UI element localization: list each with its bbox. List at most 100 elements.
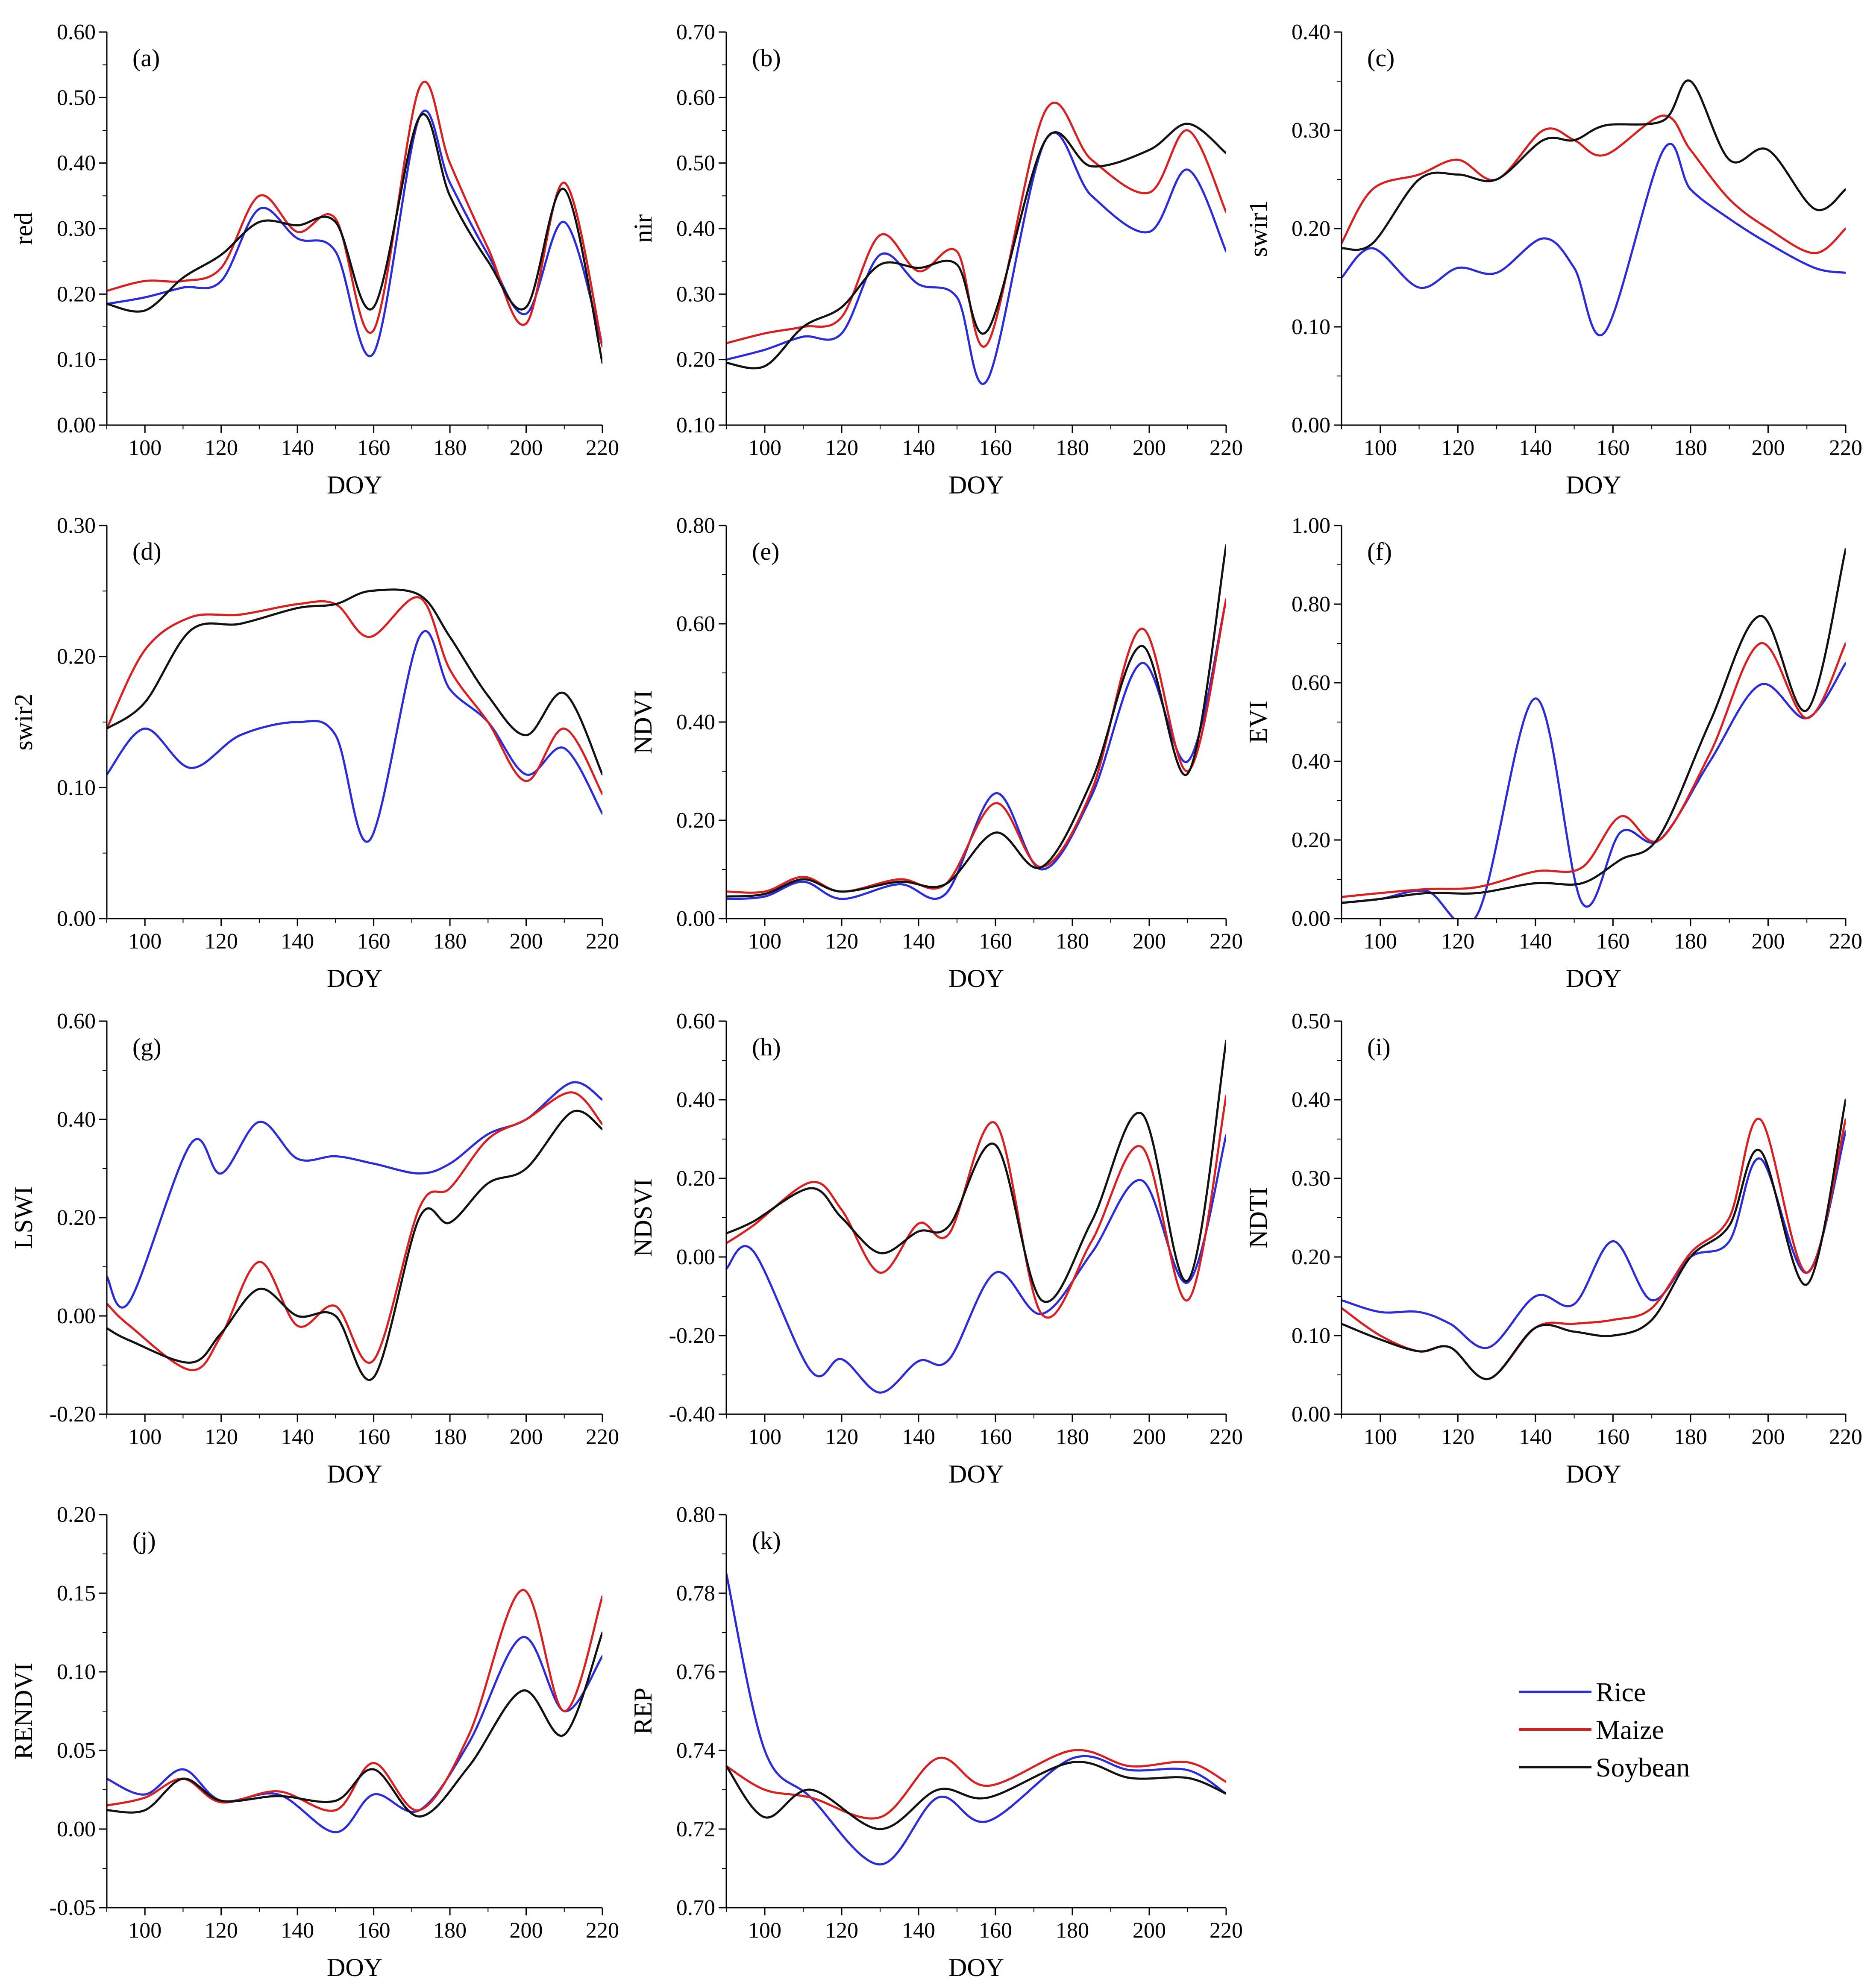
y-tick-label: 0.20 bbox=[676, 808, 715, 833]
panel-swir1: 0.00 0.10 0.20 0.30 0.40 100 120 140 160 180 200 22… bbox=[1244, 20, 1862, 499]
y-tick-label: 0.20 bbox=[1292, 1245, 1330, 1269]
panel-label: (b) bbox=[752, 44, 781, 72]
y-tick-label: 0.72 bbox=[676, 1817, 715, 1841]
x-tick-label: 100 bbox=[1364, 929, 1397, 954]
x-tick-label: 160 bbox=[979, 436, 1012, 460]
x-axis-title: DOY bbox=[948, 1953, 1004, 1982]
panel-rep: 0.70 0.72 0.74 0.76 0.78 0.80 100 120 140 160 180 2… bbox=[629, 1503, 1243, 1982]
legend-label: Soybean bbox=[1596, 1752, 1690, 1782]
x-tick-label: 140 bbox=[902, 929, 935, 954]
y-tick-label: -0.20 bbox=[50, 1402, 96, 1427]
y-tick-label: 0.40 bbox=[1292, 1088, 1330, 1112]
y-tick-label: 0.20 bbox=[57, 1503, 96, 1527]
x-tick-label: 140 bbox=[1519, 1425, 1552, 1449]
y-tick-label: 0.40 bbox=[57, 1107, 96, 1132]
y-tick-label: 0.15 bbox=[57, 1581, 96, 1606]
y-tick-label: 0.20 bbox=[676, 348, 715, 372]
series-line-maize bbox=[726, 1095, 1226, 1319]
y-axis-title: NDTI bbox=[1244, 1187, 1272, 1248]
x-tick-label: 140 bbox=[902, 1425, 935, 1449]
legend-item-rice: Rice bbox=[1519, 1677, 1646, 1707]
x-tick-label: 180 bbox=[433, 1918, 467, 1943]
series-line-rice bbox=[1342, 1130, 1846, 1349]
y-tick-label: 0.10 bbox=[1292, 1324, 1330, 1348]
x-axis-title: DOY bbox=[327, 1953, 382, 1982]
x-axis-title: DOY bbox=[948, 1460, 1004, 1488]
x-axis-title: DOY bbox=[1566, 964, 1621, 993]
x-tick-label: 220 bbox=[586, 929, 619, 954]
y-tick-label: 0.00 bbox=[676, 1245, 715, 1269]
panel-label: (f) bbox=[1367, 537, 1392, 565]
x-tick-label: 180 bbox=[433, 1425, 467, 1449]
x-tick-label: 180 bbox=[1056, 929, 1089, 954]
series-line-rice bbox=[107, 109, 602, 358]
series-line-soybean bbox=[726, 123, 1226, 370]
x-tick-label: 100 bbox=[1364, 1425, 1397, 1449]
panel-label: (c) bbox=[1367, 44, 1395, 72]
x-tick-label: 100 bbox=[748, 436, 781, 460]
x-tick-label: 160 bbox=[357, 1425, 390, 1449]
series-line-maize bbox=[107, 80, 602, 348]
x-tick-label: 100 bbox=[748, 929, 781, 954]
y-tick-label: 0.00 bbox=[57, 1304, 96, 1328]
series-line-soybean bbox=[1342, 548, 1846, 904]
x-tick-label: 140 bbox=[902, 1918, 935, 1943]
panel-label: (j) bbox=[132, 1527, 156, 1554]
panel-evi: 0.00 0.20 0.40 0.60 0.80 1.00 100 120 140 160 180 2… bbox=[1244, 514, 1862, 993]
y-tick-label: 0.10 bbox=[1292, 315, 1330, 339]
y-tick-label: 0.50 bbox=[1292, 1009, 1330, 1034]
panel-label: (i) bbox=[1367, 1033, 1391, 1061]
y-tick-label: 0.20 bbox=[57, 645, 96, 669]
y-tick-label: 0.78 bbox=[676, 1581, 715, 1606]
x-tick-label: 120 bbox=[825, 436, 858, 460]
x-tick-label: 200 bbox=[1133, 1918, 1166, 1943]
x-tick-label: 200 bbox=[510, 1918, 543, 1943]
y-tick-label: 0.40 bbox=[676, 1088, 715, 1112]
y-tick-label: 0.74 bbox=[676, 1738, 715, 1763]
y-tick-label: 0.80 bbox=[676, 514, 715, 538]
y-tick-label: 0.20 bbox=[57, 282, 96, 306]
series-line-soybean bbox=[726, 1761, 1226, 1830]
panel-red: 0.00 0.10 0.20 0.30 0.40 0.50 0.60 100 120 140 160… bbox=[9, 20, 619, 499]
panel-ndti: 0.00 0.10 0.20 0.30 0.40 0.50 100 120 140 160 180 2… bbox=[1244, 1009, 1862, 1488]
x-tick-label: 160 bbox=[357, 1918, 390, 1943]
y-tick-label: 0.76 bbox=[676, 1660, 715, 1684]
y-tick-label: 0.00 bbox=[57, 413, 96, 438]
y-tick-label: 0.00 bbox=[676, 907, 715, 931]
y-tick-label: 0.80 bbox=[1292, 592, 1330, 617]
x-tick-label: 200 bbox=[1133, 436, 1166, 460]
y-tick-label: -0.20 bbox=[669, 1324, 715, 1348]
y-axis-title: EVI bbox=[1244, 701, 1272, 743]
y-tick-label: 0.50 bbox=[676, 151, 715, 176]
x-tick-label: 200 bbox=[1133, 1425, 1166, 1449]
x-tick-label: 120 bbox=[205, 1918, 238, 1943]
series-line-soybean bbox=[1342, 79, 1846, 251]
y-tick-label: 0.10 bbox=[57, 348, 96, 372]
x-tick-label: 120 bbox=[825, 929, 858, 954]
x-axis-title: DOY bbox=[948, 964, 1004, 993]
y-tick-label: 0.00 bbox=[57, 907, 96, 931]
panel-lswi: -0.20 0.00 0.20 0.40 0.60 100 120 140 160 180 200 2… bbox=[9, 1009, 619, 1488]
x-tick-label: 220 bbox=[586, 436, 619, 460]
y-tick-label: 0.40 bbox=[1292, 20, 1330, 44]
series-line-soybean bbox=[107, 1110, 602, 1381]
y-axis-title: REP bbox=[629, 1688, 657, 1735]
y-tick-label: 0.10 bbox=[676, 413, 715, 438]
y-tick-label: 0.05 bbox=[57, 1738, 96, 1763]
x-tick-label: 160 bbox=[979, 929, 1012, 954]
y-tick-label: 0.70 bbox=[676, 1896, 715, 1920]
x-tick-label: 220 bbox=[586, 1918, 619, 1943]
x-tick-label: 140 bbox=[902, 436, 935, 460]
panel-label: (h) bbox=[752, 1033, 781, 1061]
series-line-rice bbox=[726, 1134, 1226, 1394]
x-axis-title: DOY bbox=[948, 471, 1004, 499]
panel-rendvi: -0.05 0.00 0.05 0.10 0.15 0.20 100 120 140 160 180… bbox=[9, 1503, 619, 1982]
x-tick-label: 180 bbox=[1674, 1425, 1707, 1449]
x-tick-label: 160 bbox=[1596, 929, 1629, 954]
series-line-rice bbox=[1342, 143, 1846, 337]
y-tick-label: 0.40 bbox=[676, 710, 715, 734]
x-tick-label: 180 bbox=[433, 436, 467, 460]
y-tick-label: 0.60 bbox=[1292, 671, 1330, 695]
x-tick-label: 120 bbox=[1441, 929, 1474, 954]
